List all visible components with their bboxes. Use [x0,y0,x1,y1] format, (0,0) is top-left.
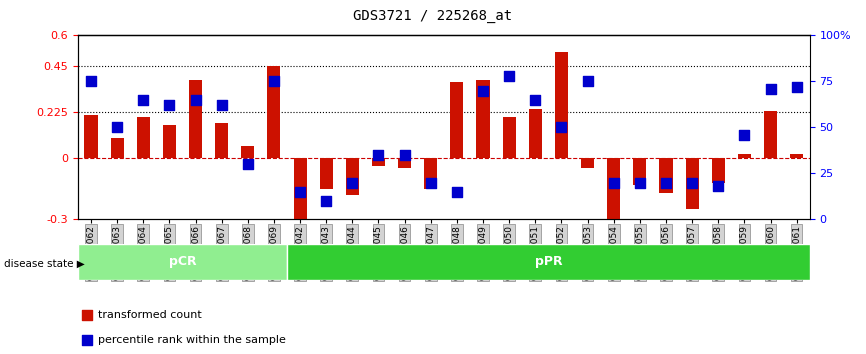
Point [346,180,359,185]
Bar [137,117,150,158]
Bar [790,154,803,158]
Point [633,180,647,185]
Bar [398,158,411,169]
Bar [346,158,359,195]
Point [267,79,281,84]
Bar [764,111,777,158]
Bar [215,123,229,158]
Point [136,97,150,103]
Point [294,189,307,195]
Point [502,73,516,79]
Bar [294,158,307,224]
Bar [242,146,255,158]
Point [241,161,255,167]
Point [790,84,804,90]
Text: GDS3721 / 225268_at: GDS3721 / 225268_at [353,9,513,23]
Point [711,183,725,189]
Point [163,103,177,108]
Bar [476,80,489,158]
Point [659,180,673,185]
Bar [268,66,281,158]
Bar [555,52,568,158]
Bar [450,82,463,158]
Bar [85,115,98,158]
Point [320,198,333,204]
Point [450,189,464,195]
Point [397,152,411,158]
Bar [372,158,385,166]
Bar [320,158,333,189]
Point [580,79,594,84]
Point [423,180,437,185]
Text: transformed count: transformed count [99,310,202,320]
Bar [581,158,594,169]
Point [517,224,531,229]
Bar [659,158,673,193]
Bar [633,158,646,185]
Point [476,88,490,93]
Point [517,0,531,4]
Bar [738,154,751,158]
Text: pPR: pPR [534,256,562,268]
FancyBboxPatch shape [78,244,287,280]
Text: disease state ▶: disease state ▶ [4,259,85,269]
Bar [163,125,176,158]
FancyBboxPatch shape [287,244,810,280]
Point [215,103,229,108]
Text: pCR: pCR [169,256,197,268]
Bar [111,138,124,158]
Bar [607,158,620,230]
Bar [686,158,699,209]
Point [554,125,568,130]
Bar [712,158,725,183]
Bar [529,109,542,158]
Point [685,180,699,185]
Point [372,152,385,158]
Point [110,125,124,130]
Point [528,97,542,103]
Point [738,132,752,138]
Point [189,97,203,103]
Bar [502,117,515,158]
Bar [424,158,437,189]
Point [84,79,98,84]
Point [607,180,621,185]
Point [764,86,778,92]
Bar [189,80,202,158]
Text: percentile rank within the sample: percentile rank within the sample [99,335,287,344]
